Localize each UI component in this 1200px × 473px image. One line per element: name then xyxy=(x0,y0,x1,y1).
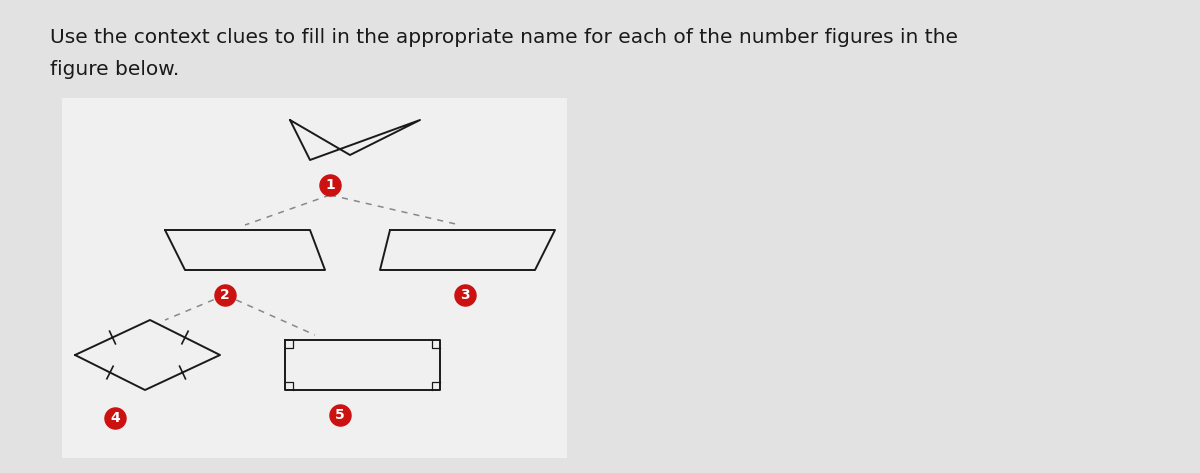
Text: 3: 3 xyxy=(460,288,470,302)
Point xyxy=(320,181,340,189)
Text: 2: 2 xyxy=(220,288,230,302)
Point xyxy=(456,291,475,299)
Text: Use the context clues to fill in the appropriate name for each of the number fig: Use the context clues to fill in the app… xyxy=(50,28,958,47)
Point xyxy=(216,291,235,299)
Point xyxy=(330,411,349,419)
Text: 1: 1 xyxy=(325,178,335,192)
Bar xyxy=(62,98,568,458)
Text: 4: 4 xyxy=(110,411,120,425)
Text: 5: 5 xyxy=(335,408,344,422)
Text: figure below.: figure below. xyxy=(50,60,179,79)
Point xyxy=(106,414,125,422)
